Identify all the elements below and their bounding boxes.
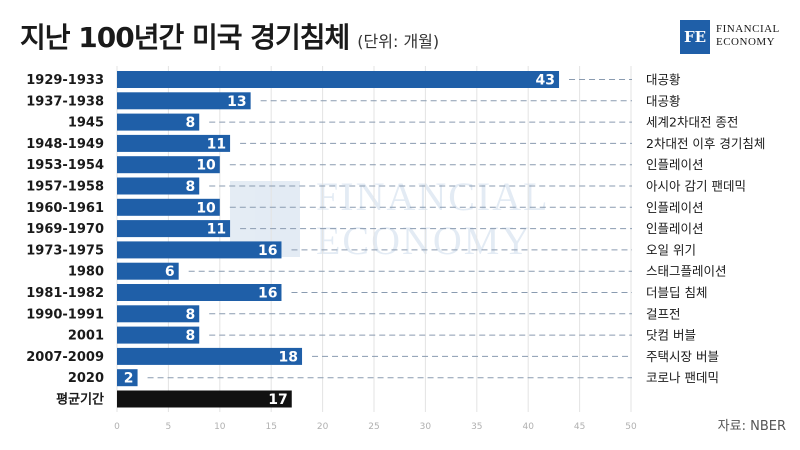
category-label: 1937-1938	[26, 94, 104, 109]
bar	[117, 241, 282, 259]
x-tick-label: 25	[368, 422, 379, 432]
bar	[117, 113, 200, 131]
annotation-label: 걸프전	[646, 306, 681, 321]
bar	[117, 284, 282, 301]
bar	[117, 198, 220, 216]
logo-line-2: ECONOMY	[716, 36, 776, 48]
title-block: 지난 100년간 미국 경기침체 (단위: 개월)	[20, 16, 439, 56]
logo-line-1: FINANCIAL	[716, 23, 780, 35]
data-label: 6	[165, 264, 175, 280]
annotation-label: 주택시장 버블	[646, 349, 719, 364]
x-tick-label: 40	[522, 422, 534, 432]
annotation-label: 닷컴 버블	[646, 328, 696, 343]
data-label: 16	[258, 243, 277, 259]
data-label: 8	[185, 307, 195, 323]
category-label: 1973-1975	[26, 243, 104, 258]
annotation-label: 인플레이션	[646, 157, 704, 172]
data-label: 2	[124, 371, 134, 387]
data-label: 17	[268, 392, 287, 408]
category-label: 1953-1954	[26, 158, 104, 173]
annotation-label: 더블딥 침체	[646, 285, 707, 300]
bar	[117, 220, 231, 238]
data-label: 8	[185, 179, 195, 195]
chart-title: 지난 100년간 미국 경기침체	[20, 21, 350, 54]
annotation-label: 코로나 팬데믹	[646, 370, 719, 385]
x-tick-label: 5	[166, 422, 172, 432]
annotation-label: 인플레이션	[646, 221, 704, 236]
category-label: 1945	[68, 116, 104, 131]
annotation-label: 대공황	[646, 72, 681, 87]
x-tick-label: 45	[574, 422, 585, 432]
bar	[117, 262, 179, 280]
annotation-label: 스태그플레이션	[646, 264, 727, 279]
category-label: 1969-1970	[26, 222, 104, 237]
category-label: 1948-1949	[26, 137, 104, 152]
data-label: 11	[207, 222, 226, 238]
data-label: 16	[258, 286, 277, 302]
data-label: 43	[536, 73, 555, 89]
x-tick-label: 50	[625, 422, 637, 432]
x-tick-label: 35	[471, 422, 482, 432]
logo-text: FINANCIAL ECONOMY	[716, 23, 780, 49]
bar	[117, 156, 220, 174]
category-label: 1960-1961	[26, 201, 104, 216]
category-label: 2007-2009	[26, 350, 104, 365]
annotation-label: 아시아 감기 팬데믹	[646, 179, 746, 194]
x-tick-label: 10	[214, 422, 226, 432]
data-label: 10	[196, 158, 216, 174]
bar	[117, 134, 231, 152]
average-bar	[117, 390, 292, 408]
bar	[117, 326, 200, 344]
bar	[117, 71, 560, 88]
chart-subtitle: (단위: 개월)	[357, 32, 440, 51]
x-tick-label: 30	[420, 422, 432, 432]
bar	[117, 369, 138, 387]
x-tick-label: 20	[317, 422, 329, 432]
annotation-label: 2차대전 이후 경기침체	[646, 136, 765, 151]
data-label: 8	[185, 328, 195, 344]
data-label: 18	[279, 349, 298, 365]
category-label: 1929-1933	[26, 73, 104, 88]
category-label: 2020	[68, 371, 104, 386]
data-label: 10	[196, 200, 216, 216]
data-label: 13	[227, 94, 246, 110]
category-label: 평균기간	[56, 392, 104, 408]
data-label: 11	[207, 136, 226, 152]
annotation-label: 대공황	[646, 93, 681, 108]
category-label: 2001	[68, 329, 104, 344]
logo-mark: FE	[680, 20, 710, 54]
category-label: 1990-1991	[26, 307, 104, 322]
x-tick-label: 0	[114, 422, 120, 432]
bar	[117, 347, 303, 365]
annotation-label: 오일 위기	[646, 242, 696, 257]
data-label: 8	[185, 115, 195, 131]
bar	[117, 177, 200, 195]
x-tick-label: 15	[265, 422, 276, 432]
bar	[117, 92, 251, 110]
category-label: 1981-1982	[26, 286, 104, 301]
category-label: 1957-1958	[26, 180, 104, 195]
bar	[117, 305, 200, 323]
category-label: 1980	[68, 265, 104, 280]
brand-logo: FE FINANCIAL ECONOMY	[680, 20, 790, 54]
annotation-label: 세계2차대전 종전	[646, 115, 738, 130]
annotation-label: 인플레이션	[646, 200, 704, 215]
source-note: 자료: NBER	[717, 419, 786, 434]
